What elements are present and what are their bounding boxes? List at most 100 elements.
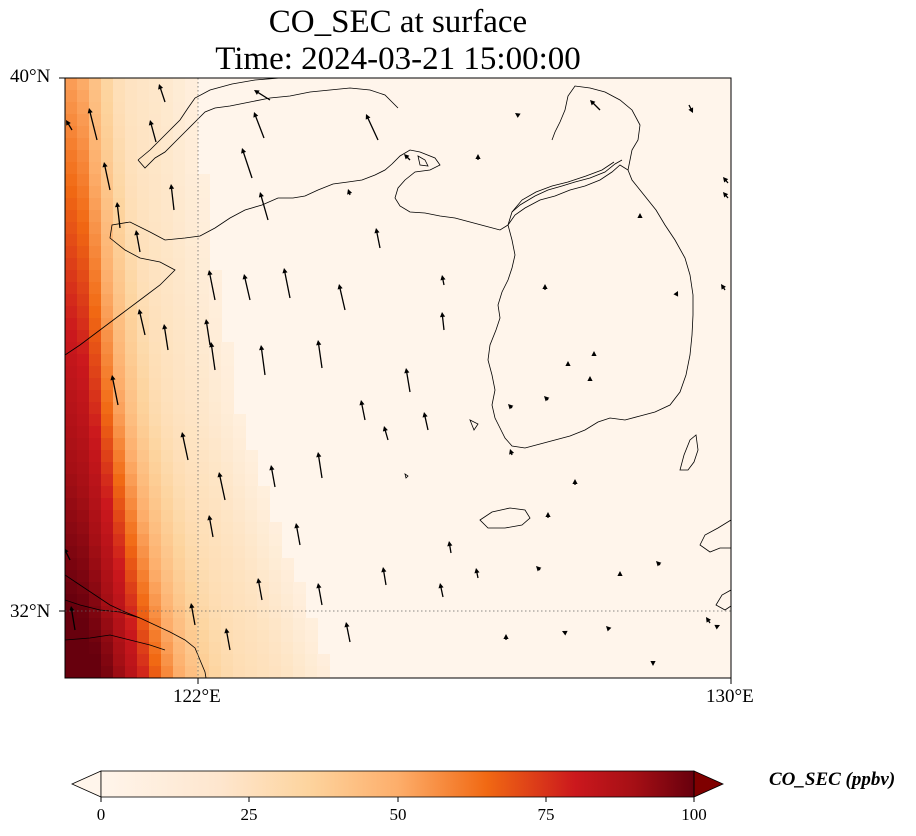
field-cell (173, 174, 186, 187)
field-cell (65, 210, 78, 223)
wind-arrow-head (381, 567, 387, 573)
field-cell (197, 414, 210, 427)
field-cell (113, 594, 126, 607)
field-cell (113, 174, 126, 187)
field-cell (77, 282, 90, 295)
field-cell (281, 642, 294, 655)
wind-arrow-shaft (150, 122, 157, 143)
field-cell (101, 414, 114, 427)
field-cell (221, 666, 234, 678)
field-cell (185, 606, 198, 619)
coastlines (65, 78, 731, 678)
field-cell (161, 642, 174, 655)
wind-arrow-shaft (260, 347, 266, 376)
wind-arrow-head (515, 113, 521, 118)
field-cell (125, 234, 138, 247)
field-cell (89, 666, 102, 678)
wind-arrow-head (316, 452, 322, 458)
field-cell (77, 222, 90, 235)
field-cell (89, 402, 102, 415)
field-cell (173, 90, 186, 103)
field-cell (245, 594, 258, 607)
field-cell (149, 474, 162, 487)
field-cell (161, 186, 174, 199)
field-cell (161, 234, 174, 247)
field-cell (77, 150, 90, 163)
field-cell (137, 630, 150, 643)
field-cell (221, 594, 234, 607)
field-cell (281, 630, 294, 643)
field-cell (197, 462, 210, 475)
field-cell (197, 210, 210, 223)
field-cell (149, 486, 162, 499)
wind-arrow-head (102, 162, 108, 168)
field-cell (173, 606, 186, 619)
field-cell (293, 630, 306, 643)
field-cell (257, 570, 270, 583)
field-cell (305, 642, 318, 655)
field-cell (77, 402, 90, 415)
field-cell (149, 462, 162, 475)
field-cell (197, 402, 210, 415)
field-cell (113, 546, 126, 559)
wind-arrow-shaft (242, 150, 253, 179)
field-cell (197, 306, 210, 319)
field-cell (125, 150, 138, 163)
field-cell (257, 630, 270, 643)
wind-arrow-head (114, 202, 121, 208)
field-cell (101, 654, 114, 667)
field-cell (137, 330, 150, 343)
field-cell (65, 570, 78, 583)
field-cell (233, 558, 246, 571)
wind-arrow-head (617, 571, 623, 576)
field-cell (173, 474, 186, 487)
wind-arrow-shaft (208, 517, 214, 538)
field-cell (161, 594, 174, 607)
wind-arrow-head (316, 583, 322, 589)
wind-arrow-head (721, 284, 726, 290)
field-cell (77, 126, 90, 139)
field-cell (89, 222, 102, 235)
wind-arrow-head (65, 548, 69, 554)
field-cell (197, 450, 210, 463)
wind-arrow-shaft (360, 402, 366, 421)
field-cell (89, 510, 102, 523)
wind-arrow-head (189, 603, 195, 609)
field-cell (209, 498, 222, 511)
field-cell (257, 594, 270, 607)
field-cell (113, 78, 126, 91)
field-cell (77, 486, 90, 499)
field-cell (173, 234, 186, 247)
wind-arrow-head (706, 617, 711, 623)
field-cell (101, 186, 114, 199)
field-cell (89, 246, 102, 259)
field-cell (125, 594, 138, 607)
field-cell (197, 522, 210, 535)
field-cell (101, 570, 114, 583)
field-cell (233, 606, 246, 619)
field-cell (125, 390, 138, 403)
field-cell (125, 498, 138, 511)
field-cell (89, 426, 102, 439)
field-cell (137, 438, 150, 451)
field-cell (101, 354, 114, 367)
field-cell (173, 126, 186, 139)
field-cell (161, 162, 174, 175)
field-cell (269, 594, 282, 607)
wind-arrow-shaft (181, 434, 189, 461)
field-cell (101, 90, 114, 103)
wind-arrow-head (158, 84, 164, 90)
field-cell (149, 198, 162, 211)
field-cell (245, 546, 258, 559)
field-cell (161, 306, 174, 319)
field-cell (77, 462, 90, 475)
wind-arrow-shaft (375, 230, 381, 249)
wind-arrow-head (545, 512, 551, 517)
wind-arrow-shaft (257, 580, 263, 601)
field-cell (209, 438, 222, 451)
field-cell (185, 414, 198, 427)
field-cell (77, 294, 90, 307)
wind-arrow-head (168, 184, 175, 190)
field-cell (149, 306, 162, 319)
field-cell (161, 402, 174, 415)
